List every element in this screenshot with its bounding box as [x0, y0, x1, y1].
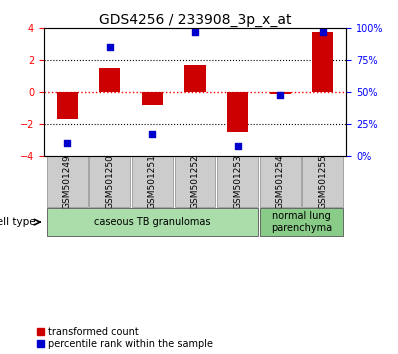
FancyBboxPatch shape: [302, 156, 343, 206]
FancyBboxPatch shape: [47, 156, 88, 206]
FancyBboxPatch shape: [217, 156, 258, 206]
Bar: [99, 68, 121, 92]
Point: [234, 143, 241, 149]
Point: [277, 92, 283, 97]
Point: [149, 131, 156, 137]
Text: caseous TB granulomas: caseous TB granulomas: [94, 217, 211, 227]
Bar: [312, 32, 334, 92]
FancyBboxPatch shape: [260, 208, 343, 236]
FancyBboxPatch shape: [90, 156, 130, 206]
Bar: [57, 92, 78, 119]
Text: cell type: cell type: [0, 217, 36, 227]
FancyBboxPatch shape: [47, 208, 258, 236]
Text: normal lung
parenchyma: normal lung parenchyma: [271, 211, 332, 233]
FancyBboxPatch shape: [175, 156, 215, 206]
Text: GSM501252: GSM501252: [191, 154, 199, 209]
Text: GSM501255: GSM501255: [318, 154, 327, 209]
Title: GDS4256 / 233908_3p_x_at: GDS4256 / 233908_3p_x_at: [99, 13, 291, 27]
Bar: [227, 92, 248, 132]
Point: [192, 29, 198, 35]
Legend: transformed count, percentile rank within the sample: transformed count, percentile rank withi…: [37, 327, 213, 349]
Text: GSM501254: GSM501254: [276, 154, 285, 209]
Text: GSM501249: GSM501249: [63, 154, 72, 209]
Point: [107, 45, 113, 50]
FancyBboxPatch shape: [260, 156, 300, 206]
Bar: [269, 92, 291, 94]
Text: GSM501251: GSM501251: [148, 154, 157, 209]
Text: GSM501253: GSM501253: [233, 154, 242, 209]
Point: [64, 140, 70, 146]
Text: GSM501250: GSM501250: [105, 154, 114, 209]
Bar: [184, 65, 206, 92]
Point: [320, 29, 326, 35]
Bar: [142, 92, 163, 105]
FancyBboxPatch shape: [132, 156, 173, 206]
